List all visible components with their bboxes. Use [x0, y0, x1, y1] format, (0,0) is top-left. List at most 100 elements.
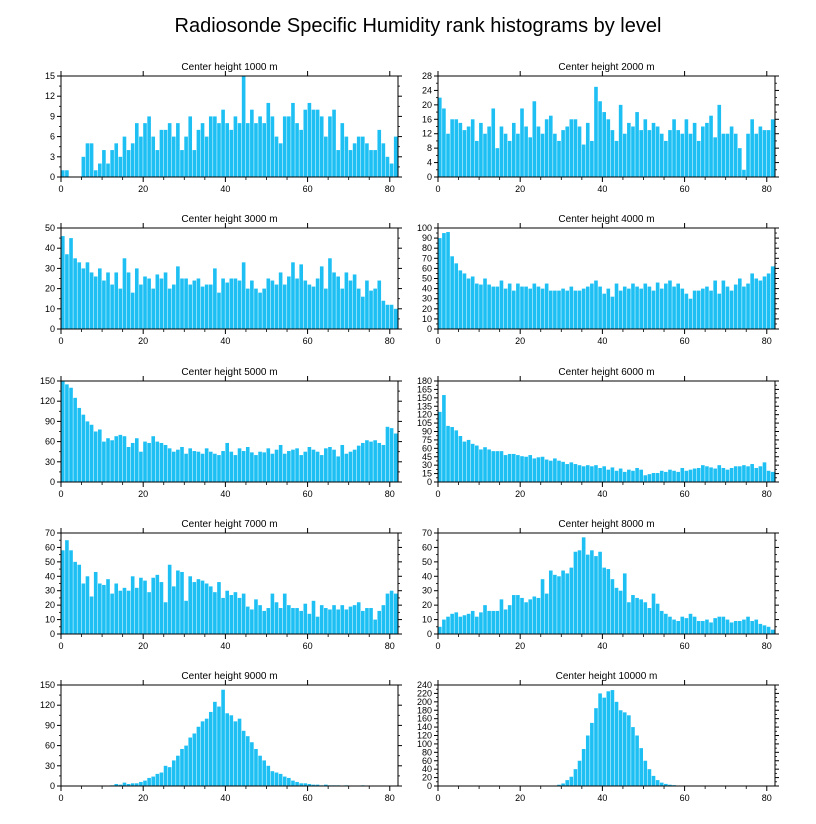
histogram-bar: [180, 150, 184, 177]
histogram-bar: [65, 540, 69, 634]
histogram-bar: [266, 765, 271, 786]
histogram-bar: [352, 143, 357, 177]
histogram-bar: [196, 278, 201, 329]
histogram-panel-6: Center height 6000 m0 20 40 60 8001530456075…: [417, 367, 779, 499]
histogram-bar: [266, 102, 271, 177]
histogram-bar: [569, 119, 574, 177]
histogram-bar: [393, 136, 398, 177]
histogram-bar: [385, 156, 390, 177]
histogram-bar: [532, 283, 537, 329]
histogram-bar: [315, 278, 320, 329]
histogram-bar: [573, 290, 578, 329]
histogram-bar: [491, 108, 496, 177]
y-tick-label: 40: [422, 284, 432, 294]
histogram-bar: [651, 122, 656, 177]
histogram-bar: [684, 470, 689, 482]
x-tick-label: 20: [515, 793, 525, 803]
histogram-bar: [557, 140, 561, 177]
histogram-bar: [659, 288, 664, 329]
histogram-bar: [676, 471, 680, 482]
histogram-bar: [548, 290, 553, 329]
histogram-bar: [217, 292, 221, 329]
y-tick-label: 45: [422, 452, 432, 462]
histogram-bar: [332, 109, 336, 177]
histogram-bar: [692, 290, 697, 329]
histogram-bar: [540, 288, 545, 329]
histogram-bar: [721, 467, 726, 482]
histogram-bar: [474, 445, 479, 482]
histogram-bar: [151, 288, 156, 329]
histogram-bar: [344, 453, 349, 482]
histogram-bar: [565, 464, 570, 482]
histogram-bar: [61, 236, 65, 329]
histogram-bar: [180, 571, 184, 634]
y-tick-label: 30: [422, 294, 432, 304]
histogram-bar: [446, 616, 450, 634]
histogram-panel-1: Center height 1000 m 0 20 40 60 80 0 3 6 9 12 15: [45, 62, 402, 194]
histogram-bar: [581, 466, 586, 482]
panel-title: Center height 5000 m: [181, 367, 277, 378]
histogram-panel-3: Center height 3000 m 0 20 40 60 80 0 10 20 30 40 50: [45, 214, 402, 346]
y-tick-label: 10: [422, 615, 432, 625]
histogram-bar: [532, 596, 537, 634]
histogram-bar: [602, 112, 607, 177]
histogram-bar: [126, 590, 131, 634]
histogram-bar: [241, 262, 246, 329]
histogram-bar: [93, 170, 98, 177]
histogram-bar: [282, 776, 287, 786]
histogram-bar: [479, 449, 483, 482]
histogram-bar: [569, 776, 574, 786]
histogram-bar: [520, 108, 524, 177]
histogram-bar: [635, 735, 639, 786]
histogram-bar: [365, 280, 369, 329]
y-tick-label: 200: [417, 697, 432, 707]
histogram-bar: [631, 727, 635, 786]
histogram-bar: [561, 288, 565, 329]
histogram-bar: [393, 308, 398, 329]
histogram-bar: [627, 122, 631, 177]
histogram-bar: [299, 455, 303, 482]
y-tick-label: 20: [422, 100, 432, 110]
histogram-bar: [590, 550, 594, 634]
panel-title: Center height 6000 m: [558, 367, 654, 378]
histogram-bar: [81, 156, 86, 177]
histogram-bar: [106, 579, 110, 634]
y-tick-label: 150: [40, 376, 55, 386]
histogram-bar: [130, 442, 135, 482]
histogram-bar: [729, 290, 734, 329]
histogram-panel-9: Center height 9000 m 0 20 40 60 80 0 30 60 90 120 1…: [40, 671, 402, 803]
histogram-bar: [85, 143, 90, 177]
histogram-bar: [750, 273, 754, 329]
histogram-bar: [118, 288, 123, 329]
histogram-bar: [340, 605, 345, 634]
histogram-bar: [303, 783, 308, 786]
x-tick-label: 40: [597, 641, 607, 651]
histogram-bar: [483, 133, 487, 177]
histogram-bar: [262, 452, 266, 482]
histogram-bar: [233, 116, 238, 177]
y-tick-label: 50: [45, 223, 55, 233]
x-tick-label: 20: [515, 336, 525, 346]
y-tick-label: 4: [427, 158, 432, 168]
histogram-bar: [245, 123, 250, 177]
histogram-bar: [151, 436, 156, 482]
histogram-bar: [348, 280, 353, 329]
histogram-bar: [738, 621, 742, 634]
histogram-bar: [454, 263, 459, 329]
y-tick-label: 180: [417, 376, 432, 386]
y-tick-label: 0: [50, 324, 55, 334]
histogram-bar: [643, 760, 648, 786]
histogram-bar: [581, 748, 586, 786]
histogram-bar: [577, 550, 582, 634]
x-tick-label: 0: [435, 641, 440, 651]
histogram-bar: [85, 576, 90, 634]
histogram-bar: [647, 769, 652, 786]
y-tick-label: 40: [45, 243, 55, 253]
histogram-bar: [282, 284, 287, 329]
histogram-bar: [213, 453, 217, 482]
y-tick-label: 105: [417, 418, 432, 428]
y-tick-label: 30: [45, 761, 55, 771]
histogram-bar: [573, 769, 578, 786]
histogram-bar: [684, 119, 689, 177]
histogram-bar: [758, 623, 763, 634]
